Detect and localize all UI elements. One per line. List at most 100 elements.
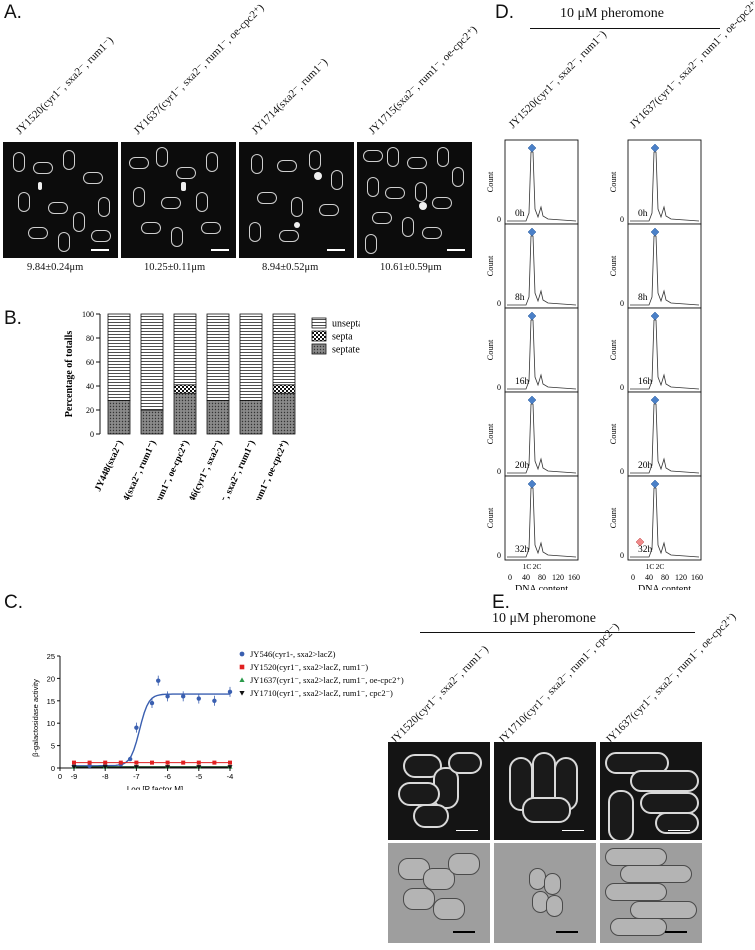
bar-segment-unseptated xyxy=(272,313,296,386)
y-tick-label: 80 xyxy=(86,334,94,343)
legend-label: JY546(cyr1-, sxa2>lacZ) xyxy=(250,649,336,659)
y-zero-label: 0 xyxy=(620,551,624,560)
histogram-trace xyxy=(507,235,577,306)
y-tick-label: 0 xyxy=(51,764,55,773)
y-zero-label: 0 xyxy=(497,467,501,476)
panel-e-title: 10 μM pheromone xyxy=(492,611,596,626)
timepoint-label: 16h xyxy=(515,377,530,387)
fluorescence-micrograph xyxy=(600,742,702,840)
beta-galactosidase-chart: 0 5 10 15 20 25 0 -9 -8 -7 -6 -5 -4 Log [P factor M] β… xyxy=(31,649,404,790)
timepoint-label: 8h xyxy=(638,293,648,303)
x-axis-label: DNA content xyxy=(515,584,568,590)
septation-stacked-bar-chart: 0 20 40 60 80 100 Percentage of totalls JY448(s… xyxy=(64,310,360,500)
histogram-frame xyxy=(627,391,702,477)
x-tick-label: -5 xyxy=(195,772,202,781)
dna-content-histograms: Count 0 0h Count 0 0h Count 0 8h Count 0 8h Count 0 16… xyxy=(485,139,703,590)
micrograph xyxy=(121,142,236,258)
histogram-trace xyxy=(630,235,700,306)
data-point xyxy=(150,760,154,765)
legend-marker xyxy=(239,651,245,657)
y-tick-label: 15 xyxy=(47,697,55,706)
bar-segment-septa xyxy=(173,384,197,394)
legend-label: septated xyxy=(332,345,360,356)
count-axis-label: Count xyxy=(485,171,495,192)
panel-d-letter: D. xyxy=(495,2,514,23)
data-point xyxy=(212,698,217,703)
x-tick-label: 160 xyxy=(568,573,580,582)
peak-marker xyxy=(650,311,660,321)
panel-a-strain-label: JY1714(sxa2⁻, rum1⁻) xyxy=(249,56,331,137)
peak-marker xyxy=(527,479,537,489)
legend-label: septa xyxy=(332,332,353,343)
data-point xyxy=(87,760,92,765)
data-point xyxy=(72,760,76,765)
cell-length-measurement: 10.61±0.59μm xyxy=(380,262,442,273)
y-tick-label: 10 xyxy=(47,719,55,728)
bar-segment-unseptated xyxy=(173,313,197,386)
legend-swatch xyxy=(311,343,327,355)
x-tick-label: 120 xyxy=(552,573,564,582)
cell-length-measurement: 10.25±0.11μm xyxy=(144,262,206,273)
data-point xyxy=(227,689,233,695)
legend-marker xyxy=(239,691,245,696)
count-axis-label: Count xyxy=(608,171,618,192)
bar-segment-septated xyxy=(140,409,164,435)
peak-label-2c: 2C xyxy=(656,562,665,571)
data-point xyxy=(196,696,201,701)
y-zero-label: 0 xyxy=(497,215,501,224)
brightfield-micrograph xyxy=(388,843,490,943)
histogram-trace xyxy=(630,319,700,390)
x-axis-label: DNA content xyxy=(638,584,691,590)
bar-segment-unseptated xyxy=(107,313,131,401)
y-tick-label: 25 xyxy=(47,652,55,661)
bar-segment-septated xyxy=(107,400,131,435)
count-axis-label: Count xyxy=(485,507,495,528)
histogram-trace xyxy=(507,487,577,558)
count-axis-label: Count xyxy=(485,255,495,276)
panel-a-letter: A. xyxy=(4,2,22,23)
data-point xyxy=(165,694,170,699)
panel-e-strain-label: JY1637(cyr1⁻, sxa2⁻, rum1⁻, oe-cpc2⁺) xyxy=(603,610,739,746)
panel-e-title-rule xyxy=(420,632,695,633)
data-point xyxy=(212,760,217,765)
panel-c-letter: C. xyxy=(4,592,23,613)
y-axis-label: β-galactosidase activity xyxy=(31,679,40,757)
data-point xyxy=(165,760,170,765)
y-zero-label: 0 xyxy=(497,299,501,308)
panel-d-title-rule xyxy=(530,28,720,29)
timepoint-label: 16h xyxy=(638,377,653,387)
x-tick-label: 0 xyxy=(58,772,62,781)
fluorescence-micrograph xyxy=(494,742,596,840)
peak-label-1c: 1C xyxy=(646,562,655,571)
x-tick-label: 80 xyxy=(538,573,546,582)
legend-label: JY1637(cyr1⁻, sxa2>lacZ, rum1⁻, oe-cpc2⁺… xyxy=(250,675,404,685)
x-tick-label: 40 xyxy=(645,573,653,582)
data-point xyxy=(165,765,171,770)
bar-segment-unseptated xyxy=(206,313,230,401)
x-axis-label: Log [P factor M] xyxy=(127,785,183,790)
peak-marker xyxy=(527,143,537,153)
x-tick-label: 120 xyxy=(675,573,687,582)
data-point xyxy=(87,763,92,768)
x-tick-label: -8 xyxy=(102,772,109,781)
timepoint-label: 20h xyxy=(638,461,653,471)
y-tick-label: 20 xyxy=(86,406,94,415)
y-zero-label: 0 xyxy=(497,383,501,392)
data-point xyxy=(181,694,186,699)
count-axis-label: Count xyxy=(608,423,618,444)
x-tick-label: -9 xyxy=(71,772,78,781)
micrograph xyxy=(3,142,118,258)
data-point xyxy=(156,678,161,683)
peak-marker xyxy=(650,395,660,405)
peak-marker xyxy=(650,479,660,489)
count-axis-label: Count xyxy=(485,423,495,444)
data-point xyxy=(134,725,139,730)
timepoint-label: 32h xyxy=(515,545,530,555)
histogram-trace xyxy=(630,487,700,558)
panel-a-strain-label: JY1637(cyr1⁻, sxa2⁻, rum1⁻, oe-cpc2⁺) xyxy=(131,1,267,138)
count-axis-label: Count xyxy=(485,339,495,360)
panel-e-strain-label: JY1710(cyr1⁻, sxa2⁻, rum1⁻, cpc2⁻) xyxy=(496,620,622,746)
count-axis-label: Count xyxy=(608,507,618,528)
bar-segment-unseptated xyxy=(140,313,164,411)
cell-length-measurement: 8.94±0.52μm xyxy=(262,262,319,273)
